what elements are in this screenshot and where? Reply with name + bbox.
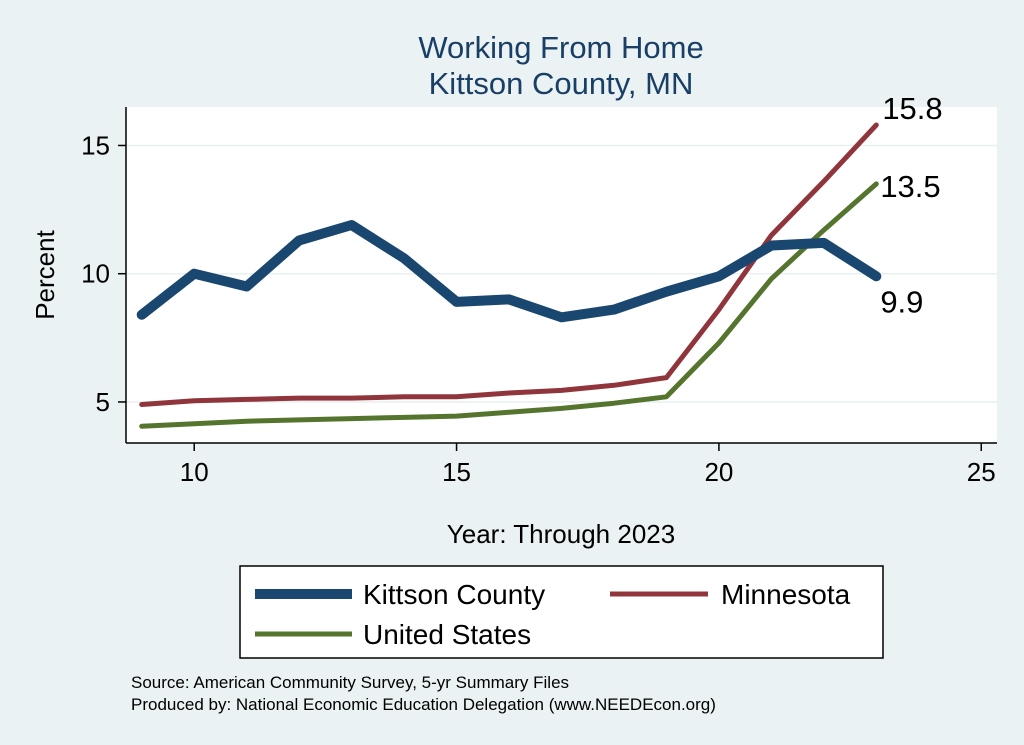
end-labels: 9.9 15.8 13.5 bbox=[880, 91, 942, 319]
producer-note: Produced by: National Economic Education… bbox=[131, 695, 716, 714]
legend-box bbox=[239, 565, 884, 659]
chart-title-line-2: Kittson County, MN bbox=[429, 66, 694, 101]
y-axis-title: Percent bbox=[30, 229, 60, 319]
series-line-kittson-county bbox=[136, 220, 882, 323]
end-label-united-states: 13.5 bbox=[880, 169, 940, 204]
legend-label-united-states: United States bbox=[363, 619, 531, 650]
end-label-minnesota: 15.8 bbox=[882, 91, 942, 126]
series-line-united-states bbox=[139, 181, 879, 429]
gridlines bbox=[126, 144, 997, 403]
chart-title-line-1: Working From Home bbox=[418, 30, 703, 65]
source-note: Source: American Community Survey, 5-yr … bbox=[131, 673, 569, 692]
y-tick-label-10: 10 bbox=[81, 259, 110, 289]
y-tick-label-5: 5 bbox=[96, 387, 110, 417]
x-tick-label-20: 20 bbox=[704, 457, 733, 487]
plot-area bbox=[126, 107, 997, 443]
end-label-kittson-county: 9.9 bbox=[880, 284, 923, 319]
x-tick-label-10: 10 bbox=[180, 457, 209, 487]
legend: Kittson County Minnesota United States bbox=[239, 565, 884, 659]
legend-label-kittson-county: Kittson County bbox=[363, 579, 545, 610]
series-layer bbox=[136, 122, 882, 429]
legend-label-minnesota: Minnesota bbox=[721, 579, 851, 610]
y-tick-label-15: 15 bbox=[81, 130, 110, 160]
x-tick-label-15: 15 bbox=[442, 457, 471, 487]
axes: 5 10 15 10 15 20 25 bbox=[81, 107, 997, 487]
x-tick-label-25: 25 bbox=[967, 457, 996, 487]
x-axis-title: Year: Through 2023 bbox=[447, 519, 675, 549]
